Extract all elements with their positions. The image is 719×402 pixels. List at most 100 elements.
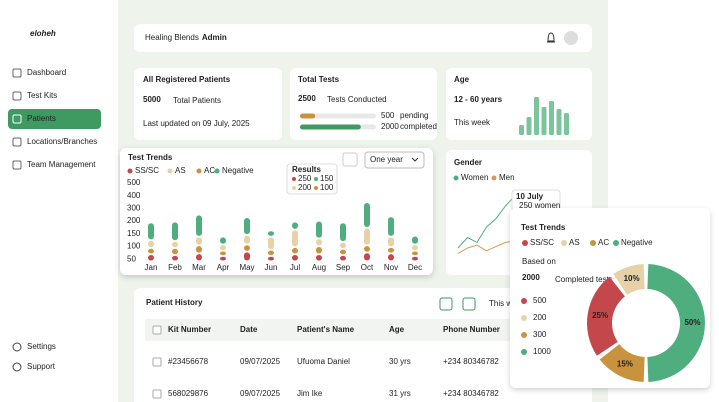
menu-icon (13, 138, 21, 146)
menu-item[interactable]: Dashboard (27, 68, 66, 77)
trend-segment (148, 241, 154, 247)
cell: Ufuoma Daniel (297, 357, 350, 366)
progress-bar (300, 125, 361, 130)
logo: eloheh (30, 29, 56, 38)
menu-icon (13, 92, 21, 100)
popover-title: Test Trends (128, 153, 173, 162)
cell: +234 80346782 (443, 357, 499, 366)
trend-segment (340, 250, 346, 255)
trend-segment (220, 237, 226, 243)
period-label[interactable]: One year (370, 155, 403, 164)
age-bar (542, 107, 547, 135)
x-tick-label: Oct (361, 263, 374, 272)
cell: Jim Ike (297, 389, 323, 398)
trend-segment (412, 245, 418, 250)
card-note: Last updated on 09 July, 2025 (143, 119, 250, 128)
list-count: 1000 (533, 347, 551, 356)
cell: 09/07/2025 (240, 389, 281, 398)
trend-segment (220, 257, 226, 261)
menu-item[interactable]: Test Kits (27, 91, 57, 100)
trend-segment (364, 229, 370, 245)
menu-item[interactable]: Support (27, 362, 56, 371)
list-dot (521, 349, 527, 355)
legend-dot (454, 176, 459, 181)
card-title: Patient History (146, 298, 203, 307)
trend-segment (196, 215, 202, 236)
header-title: Healing BlendsAdmin (145, 33, 227, 42)
x-tick-label: Aug (312, 263, 326, 272)
menu-item[interactable]: Settings (27, 342, 56, 351)
checkbox[interactable] (153, 390, 161, 398)
menu-item[interactable]: Patients (27, 114, 56, 123)
column-header: Date (240, 325, 258, 334)
card-value: 5000 (143, 95, 161, 104)
trend-segment (388, 254, 394, 260)
trend-segment (244, 236, 250, 244)
list-count: 200 (533, 313, 547, 322)
menu-item[interactable]: Team Management (27, 160, 96, 169)
column-header: Phone Number (443, 325, 500, 334)
results-dot (292, 177, 296, 181)
x-tick-label: Dec (408, 263, 422, 272)
column-header: Patient's Name (297, 325, 355, 334)
results-value: 200 (298, 183, 312, 192)
age-bar (534, 97, 539, 135)
popover-title: Test Trends (521, 223, 566, 232)
trend-segment (148, 223, 154, 239)
menu-item[interactable]: Locations/Branches (27, 137, 97, 146)
trend-segment (292, 230, 298, 246)
legend-label: Women (461, 173, 488, 182)
legend-dot (128, 169, 133, 174)
legend-dot (197, 169, 202, 174)
cell: #23456678 (168, 357, 209, 366)
column-header: Age (389, 325, 405, 334)
slice-label: 25% (592, 311, 608, 320)
trend-segment (148, 249, 154, 254)
list-dot (521, 315, 527, 321)
checkbox[interactable] (153, 326, 161, 334)
trend-segment (244, 245, 250, 251)
results-dot (292, 186, 296, 190)
avatar[interactable] (564, 31, 578, 45)
trend-segment (268, 257, 274, 261)
age-bar (549, 101, 554, 135)
card-title: Age (454, 75, 470, 84)
trend-segment (388, 217, 394, 236)
legend-label: AC (204, 166, 215, 175)
y-tick-label: 500 (127, 178, 141, 187)
legend-dot (613, 240, 619, 246)
trend-segment (196, 237, 202, 244)
trend-segment (412, 257, 418, 261)
trend-segment (292, 248, 298, 254)
progress-count: 500 (381, 111, 395, 120)
x-tick-label: Jul (290, 263, 300, 272)
legend-dot (590, 240, 596, 246)
trend-segment (364, 246, 370, 252)
progress-count: 2000 (381, 122, 399, 131)
total: 2000 (522, 273, 540, 282)
trend-segment (268, 231, 274, 236)
y-tick-label: 50 (127, 254, 136, 263)
menu-icon (13, 161, 21, 169)
x-tick-label: May (239, 263, 254, 272)
checkbox[interactable] (153, 358, 161, 366)
trend-segment (196, 246, 202, 252)
tooltip-date: 10 July (516, 192, 544, 201)
card-title: All Registered Patients (143, 75, 231, 84)
column-header: Kit Number (168, 325, 211, 334)
slice-label: 15% (617, 360, 633, 369)
trend-segment (388, 237, 394, 246)
role: Admin (202, 33, 227, 42)
trend-segment (340, 256, 346, 261)
card-unit: Tests Conducted (327, 95, 387, 104)
legend-dot (561, 240, 567, 246)
download-btn[interactable] (343, 153, 357, 166)
trend-segment (364, 203, 370, 227)
list-dot (521, 332, 527, 338)
progress-label: completed (400, 122, 437, 131)
trend-segment (340, 243, 346, 249)
legend-label: AC (598, 238, 609, 247)
legend-dot (168, 169, 173, 174)
legend-label: AS (569, 238, 580, 247)
